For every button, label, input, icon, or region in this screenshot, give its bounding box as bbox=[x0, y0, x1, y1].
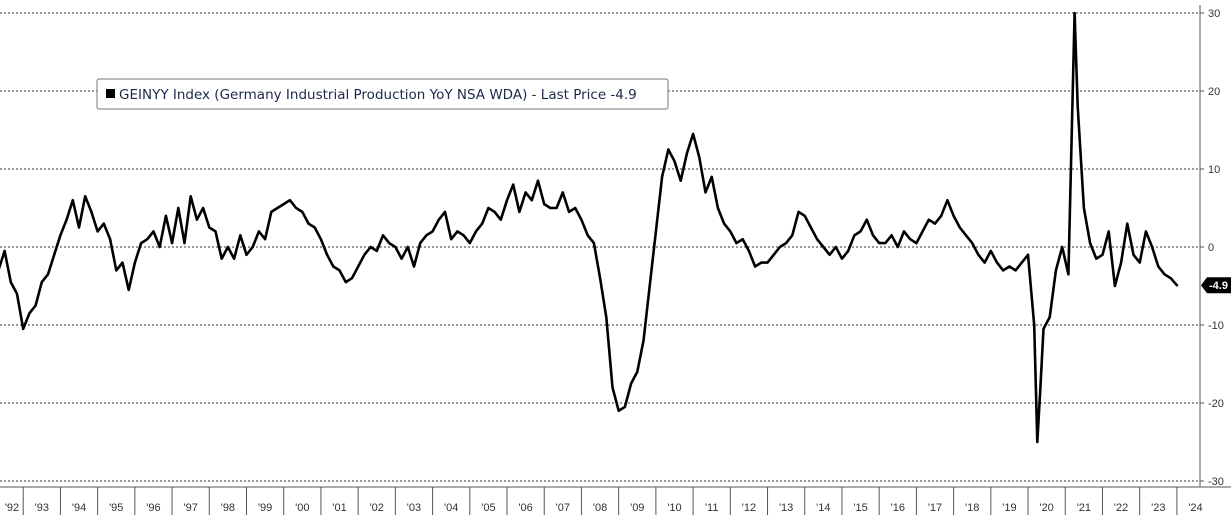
tick-label-x: '14 bbox=[816, 502, 830, 514]
tick-label-y: -30 bbox=[1208, 476, 1224, 488]
tick-label-x: '22 bbox=[1114, 502, 1128, 514]
tick-label-x: '02 bbox=[370, 502, 384, 514]
tick-label-x: '17 bbox=[928, 502, 942, 514]
series-layer bbox=[0, 11, 1179, 444]
legend-text: GEINYY Index (Germany Industrial Product… bbox=[119, 87, 637, 103]
tick-label-x: '20 bbox=[1039, 502, 1053, 514]
tick-label-x: '10 bbox=[667, 502, 681, 514]
tick-label-x: '05 bbox=[481, 502, 495, 514]
tick-label-x: '03 bbox=[407, 502, 421, 514]
tick-label-y: -10 bbox=[1208, 320, 1224, 332]
legend-marker bbox=[106, 89, 115, 98]
tick-label-x: '19 bbox=[1002, 502, 1016, 514]
series-line bbox=[0, 11, 1179, 444]
legend-box bbox=[96, 78, 669, 110]
tick-label-x: '97 bbox=[184, 502, 198, 514]
tick-label-y: 10 bbox=[1208, 164, 1220, 176]
tick-label-x: '11 bbox=[705, 502, 719, 514]
last-value-marker bbox=[1201, 277, 1231, 294]
tick-label-x: '24 bbox=[1188, 502, 1202, 514]
tick-label-x: '93 bbox=[35, 502, 49, 514]
axes: 30 20 10 0 -10 -20 -30 '92 '93 '94 '95 '96 '97 '98 '99… bbox=[0, 5, 1231, 515]
tick-label-x: '15 bbox=[853, 502, 867, 514]
last-value-label: -4.9 bbox=[1209, 280, 1228, 292]
tick-label-x: '98 bbox=[221, 502, 235, 514]
tick-label-x: '16 bbox=[891, 502, 905, 514]
last-value-tag: -4.9 bbox=[1201, 277, 1231, 294]
tick-label-x: '99 bbox=[258, 502, 272, 514]
tick-label-y: -20 bbox=[1208, 398, 1224, 410]
tick-label-x: '07 bbox=[556, 502, 570, 514]
tick-label-x: '21 bbox=[1077, 502, 1091, 514]
tick-label-x: '23 bbox=[1151, 502, 1165, 514]
tick-label-x: '13 bbox=[779, 502, 793, 514]
tick-label-y: 0 bbox=[1208, 242, 1214, 254]
tick-label-x: '08 bbox=[593, 502, 607, 514]
tick-label-x: '00 bbox=[295, 502, 309, 514]
tick-label-x: '06 bbox=[518, 502, 532, 514]
tick-label-x: '18 bbox=[965, 502, 979, 514]
tick-label-x: '92 bbox=[5, 502, 19, 514]
tick-label-x: '95 bbox=[109, 502, 123, 514]
tick-label-x: '12 bbox=[742, 502, 756, 514]
tick-label-x: '09 bbox=[630, 502, 644, 514]
tick-label-x: '01 bbox=[332, 502, 346, 514]
tick-label-y: 30 bbox=[1208, 8, 1220, 20]
tick-label-x: '04 bbox=[444, 502, 458, 514]
tick-label-x: '94 bbox=[72, 502, 86, 514]
legend: GEINYY Index (Germany Industrial Product… bbox=[96, 78, 669, 110]
tick-label-y: 20 bbox=[1208, 86, 1220, 98]
tick-label-x: '96 bbox=[146, 502, 160, 514]
